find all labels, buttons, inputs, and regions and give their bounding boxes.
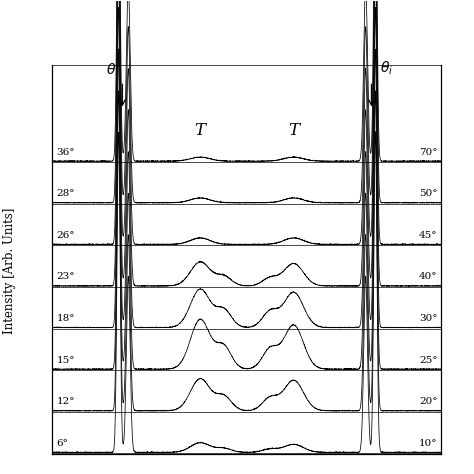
Text: 45°: 45° bbox=[419, 231, 438, 240]
Text: 10°: 10° bbox=[419, 439, 438, 448]
Text: 36°: 36° bbox=[56, 147, 75, 156]
Text: 15°: 15° bbox=[56, 356, 75, 365]
Text: 26°: 26° bbox=[56, 231, 75, 240]
Text: 70°: 70° bbox=[419, 147, 438, 156]
Text: 40°: 40° bbox=[419, 273, 438, 282]
Text: 23°: 23° bbox=[56, 273, 75, 282]
Text: 20°: 20° bbox=[419, 397, 438, 406]
Text: $\theta$: $\theta$ bbox=[106, 63, 116, 77]
Text: 18°: 18° bbox=[56, 314, 75, 323]
Text: T: T bbox=[195, 122, 206, 139]
Text: 12°: 12° bbox=[56, 397, 75, 406]
Text: 50°: 50° bbox=[419, 189, 438, 198]
Text: 25°: 25° bbox=[419, 356, 438, 365]
Text: Intensity [Arb. Units]: Intensity [Arb. Units] bbox=[3, 208, 16, 334]
Text: T: T bbox=[288, 122, 299, 139]
Text: 30°: 30° bbox=[419, 314, 438, 323]
Text: 6°: 6° bbox=[56, 439, 68, 448]
Text: 28°: 28° bbox=[56, 189, 75, 198]
Text: $\theta_i$: $\theta_i$ bbox=[381, 60, 393, 77]
